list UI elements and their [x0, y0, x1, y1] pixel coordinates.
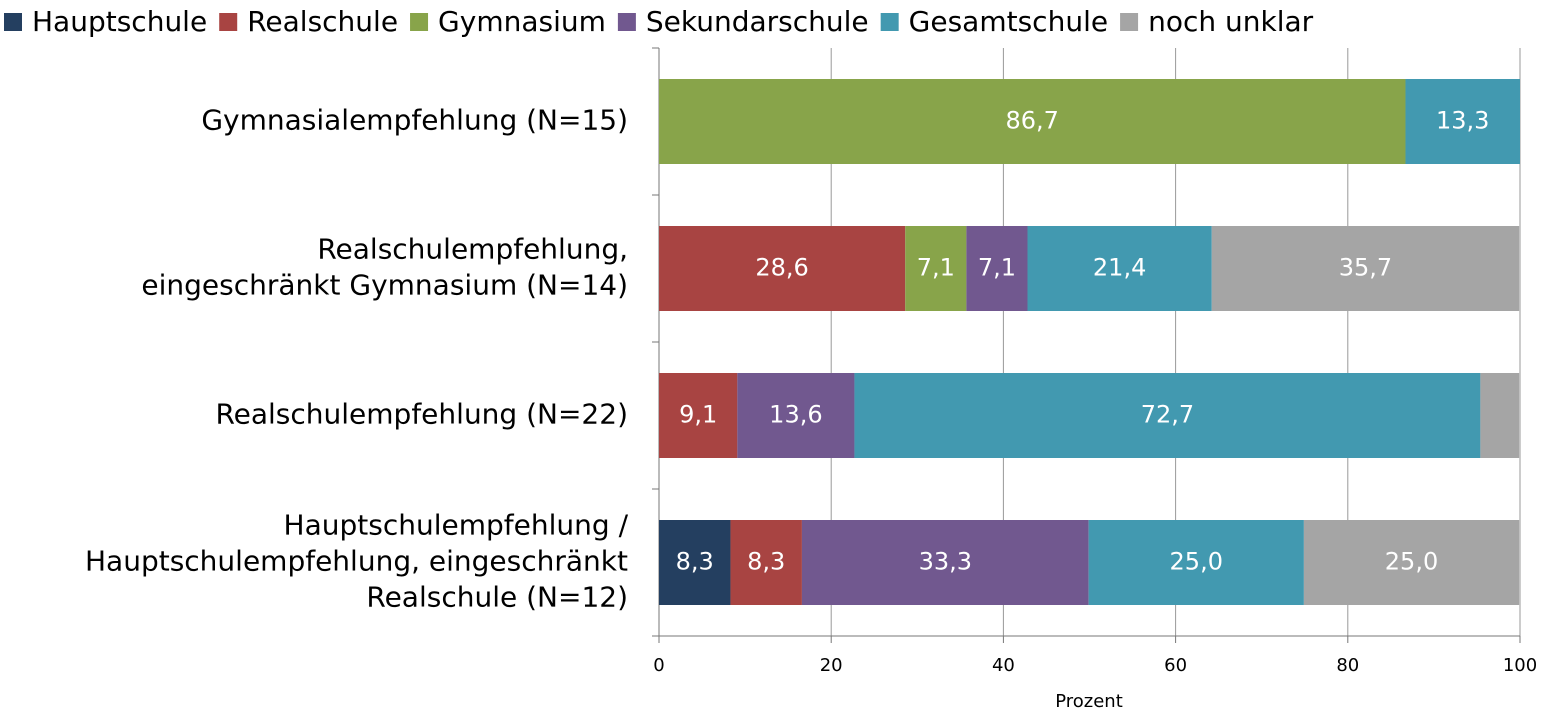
- bar-segment: [730, 520, 802, 605]
- y-tick-label: Realschulempfehlung,: [317, 233, 628, 266]
- data-label: 7,1: [917, 254, 955, 282]
- data-label: 28,6: [755, 254, 808, 282]
- legend-swatch: [219, 13, 238, 31]
- bar-segment: [1088, 520, 1304, 605]
- x-tick-label: 80: [1336, 655, 1359, 676]
- bar-segment: [659, 520, 731, 605]
- bar-segment: [737, 373, 855, 458]
- bar-segment: [854, 373, 1481, 458]
- bar-segment: [905, 226, 967, 311]
- data-label: 9,1: [679, 401, 717, 429]
- y-tick-label: Gymnasialempfehlung (N=15): [201, 104, 628, 137]
- data-label: 8,3: [747, 548, 785, 576]
- data-label: 86,7: [1006, 107, 1059, 135]
- legend-label: Gymnasium: [438, 5, 606, 38]
- legend-swatch: [1120, 13, 1139, 31]
- data-label: 13,3: [1436, 107, 1489, 135]
- legend-swatch: [410, 13, 429, 31]
- y-tick-label: Realschule (N=12): [366, 581, 628, 614]
- bar-segment: [1303, 520, 1520, 605]
- data-label: 33,3: [919, 548, 972, 576]
- bar-segment: [659, 226, 906, 311]
- bar-segment: [801, 520, 1089, 605]
- bar-segment: [659, 373, 738, 458]
- legend-label: Sekundarschule: [646, 5, 869, 38]
- legend-label: noch unklar: [1148, 5, 1314, 38]
- x-tick-label: 40: [992, 655, 1015, 676]
- data-label: 25,0: [1170, 548, 1223, 576]
- bar-segment: [1405, 79, 1520, 164]
- legend-label: Hauptschule: [32, 5, 207, 38]
- x-tick-label: 20: [820, 655, 843, 676]
- data-label: 21,4: [1093, 254, 1146, 282]
- bar-segment: [966, 226, 1028, 311]
- legend-label: Realschule: [247, 5, 398, 38]
- data-label: 7,1: [978, 254, 1016, 282]
- y-tick-label: Realschulempfehlung (N=22): [215, 398, 628, 431]
- x-tick-label: 0: [653, 655, 664, 676]
- y-tick-label: Hauptschulempfehlung /: [284, 509, 629, 542]
- data-label: 8,3: [676, 548, 714, 576]
- legend-swatch: [617, 13, 636, 31]
- bar-segment: [659, 79, 1406, 164]
- x-tick-label: 60: [1164, 655, 1187, 676]
- data-label: 13,6: [769, 401, 822, 429]
- bar-segment: [1027, 226, 1212, 311]
- legend-swatch: [880, 13, 899, 31]
- y-tick-label: Hauptschulempfehlung, eingeschränkt: [85, 545, 628, 578]
- y-tick-label: eingeschränkt Gymnasium (N=14): [141, 269, 628, 302]
- bar-segment: [1211, 226, 1520, 311]
- legend-label: Gesamtschule: [909, 5, 1108, 38]
- bar-segment: [1480, 373, 1520, 458]
- x-tick-label: 100: [1503, 655, 1537, 676]
- data-label: 72,7: [1141, 401, 1194, 429]
- data-label: 25,0: [1385, 548, 1438, 576]
- legend-swatch: [4, 13, 22, 31]
- data-label: 35,7: [1339, 254, 1392, 282]
- x-axis-label: Prozent: [1055, 691, 1123, 711]
